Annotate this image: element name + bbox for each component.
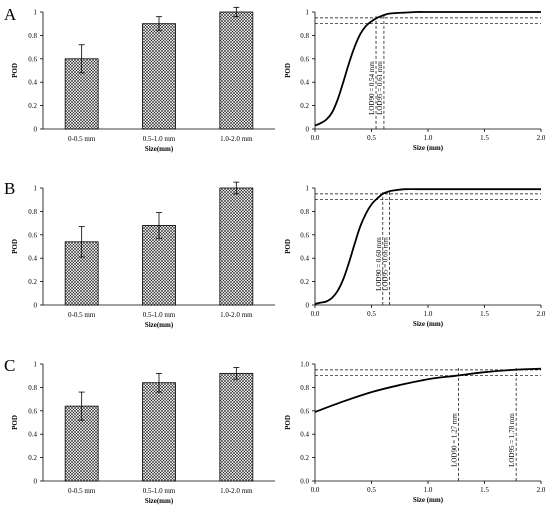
bar-chart: 0 0.2 0.4 0.6 0.8 1 POD 0-0.5 mm 0.5-1.0 mm 1.0-2… xyxy=(11,7,275,153)
curve-y-tick-label: 0.6 xyxy=(300,55,309,63)
bar xyxy=(220,12,253,129)
curve-y-axis-label: POD xyxy=(284,415,292,430)
bar-category-label: 0.5-1.0 mm xyxy=(143,135,176,143)
bar-category-label: 0.5-1.0 mm xyxy=(143,311,176,319)
curve-y-tick-label: 0.4 xyxy=(300,79,309,87)
panel-label: C xyxy=(4,356,15,375)
bar-category-label: 0-0.5 mm xyxy=(68,135,96,143)
curve-y-tick-label: 0.8 xyxy=(300,208,309,216)
bar-y-tick-label: 0.8 xyxy=(28,208,37,216)
panel-a: A 0 0.2 0.4 0.6 0.8 1 POD 0-0.5 mm 0.5-1.0 mm 1.0-… xyxy=(4,5,546,153)
curve-x-tick-label: 1.0 xyxy=(424,310,433,318)
curve-y-tick-label: 0.4 xyxy=(300,255,309,263)
bar-category-label: 1.0-2.0 mm xyxy=(220,135,253,143)
curve-x-tick-label: 1.0 xyxy=(424,486,433,494)
pod-curve-chart: 0.0 0.2 0.4 0.6 0.8 1.0 0.0 0.5 1.0 1.5 2.0 POD Size… xyxy=(284,361,546,505)
curve-x-tick-label: 2.0 xyxy=(537,134,546,142)
panel-b: B 0 0.2 0.4 0.6 0.8 1 POD 0-0.5 mm 0.5-1.0 mm 1.0-… xyxy=(4,179,546,329)
pod-curve xyxy=(315,12,541,126)
curve-x-tick-label: 1.5 xyxy=(480,134,489,142)
lod-marker-label: LOD95 = 0.66 mm xyxy=(382,237,390,291)
curve-y-tick-label: 0.6 xyxy=(300,231,309,239)
bar-y-axis-label: POD xyxy=(11,415,19,430)
bar xyxy=(220,188,253,305)
curve-x-tick-label: 0.0 xyxy=(311,486,320,494)
bar-y-tick-label: 1 xyxy=(34,185,38,193)
bar-category-label: 1.0-2.0 mm xyxy=(220,311,253,319)
panel-label: B xyxy=(4,179,15,198)
curve-y-tick-label: 1.0 xyxy=(300,361,309,369)
pod-curve-chart: 0 0.2 0.4 0.6 0.8 1 0.0 0.5 1.0 1.5 2.0 POD Size (mm… xyxy=(284,185,546,329)
pod-curve-chart: 0 0.2 0.4 0.6 0.8 1 0.0 0.5 1.0 1.5 2.0 POD Size (mm… xyxy=(284,9,546,153)
curve-y-tick-label: 0.6 xyxy=(300,407,309,415)
bar-y-tick-label: 0.2 xyxy=(28,454,37,462)
curve-y-tick-label: 1 xyxy=(306,185,310,193)
curve-y-axis-label: POD xyxy=(284,63,292,78)
bar-y-tick-label: 0 xyxy=(34,126,38,134)
bar-category-label: 0.5-1.0 mm xyxy=(143,487,176,495)
curve-y-tick-label: 0.0 xyxy=(300,478,309,486)
curve-x-axis-label: Size (mm) xyxy=(413,144,444,152)
bar xyxy=(143,24,176,129)
lod-marker-label: LOD90 = 1.27 mm xyxy=(451,413,459,467)
panel-c: C 0 0.2 0.4 0.6 0.8 1 POD 0-0.5 mm 0.5-1.0 mm 1.0-… xyxy=(4,356,546,505)
bar-y-tick-label: 0.6 xyxy=(28,231,37,239)
bar-category-label: 0-0.5 mm xyxy=(68,311,96,319)
bar-y-tick-label: 0.6 xyxy=(28,55,37,63)
bar-x-axis-label: Size(mm) xyxy=(145,497,174,505)
curve-x-tick-label: 2.0 xyxy=(537,310,546,318)
bar-y-tick-label: 0 xyxy=(34,478,38,486)
curve-y-axis-label: POD xyxy=(284,239,292,254)
curve-x-tick-label: 0.5 xyxy=(367,310,376,318)
bar-y-tick-label: 0.6 xyxy=(28,407,37,415)
curve-y-tick-label: 0 xyxy=(306,302,310,310)
curve-y-tick-label: 0.2 xyxy=(300,454,309,462)
curve-x-axis-label: Size (mm) xyxy=(413,320,444,328)
curve-x-tick-label: 1.5 xyxy=(480,486,489,494)
curve-y-tick-label: 0.8 xyxy=(300,384,309,392)
lod-marker-label: LOD90 = 0.54 mm xyxy=(368,61,376,115)
bar-category-label: 1.0-2.0 mm xyxy=(220,487,253,495)
bar-y-tick-label: 0 xyxy=(34,302,38,310)
bar-y-axis-label: POD xyxy=(11,63,19,78)
bar-y-axis-label: POD xyxy=(11,239,19,254)
pod-curve xyxy=(315,189,541,304)
curve-y-tick-label: 0.2 xyxy=(300,278,309,286)
bar-chart: 0 0.2 0.4 0.6 0.8 1 POD 0-0.5 mm 0.5-1.0 mm 1.0-2… xyxy=(11,361,275,506)
bar-y-tick-label: 1 xyxy=(34,9,38,17)
pod-curve xyxy=(315,369,541,412)
bar-x-axis-label: Size(mm) xyxy=(145,321,174,329)
curve-x-tick-label: 2.0 xyxy=(537,486,546,494)
curve-y-tick-label: 0.4 xyxy=(300,431,309,439)
bar-category-label: 0-0.5 mm xyxy=(68,487,96,495)
lod-marker-label: LOD95 = 0.61 mm xyxy=(376,61,384,115)
bar xyxy=(143,383,176,481)
curve-x-tick-label: 0.0 xyxy=(311,310,320,318)
curve-y-tick-label: 0.8 xyxy=(300,32,309,40)
curve-y-tick-label: 0.2 xyxy=(300,102,309,110)
bar-y-tick-label: 0.4 xyxy=(28,79,37,87)
bar-y-tick-label: 0.8 xyxy=(28,32,37,40)
bar xyxy=(220,373,253,481)
curve-x-tick-label: 1.0 xyxy=(424,134,433,142)
bar-y-tick-label: 0.2 xyxy=(28,278,37,286)
curve-x-tick-label: 0.5 xyxy=(367,486,376,494)
lod-marker-label: LOD95 = 1.78 mm xyxy=(508,413,516,467)
bar-y-tick-label: 0.4 xyxy=(28,255,37,263)
bar-y-tick-label: 0.2 xyxy=(28,102,37,110)
bar-y-tick-label: 1 xyxy=(34,361,38,369)
bar-y-tick-label: 0.8 xyxy=(28,384,37,392)
bar-x-axis-label: Size(mm) xyxy=(145,145,174,153)
curve-x-tick-label: 0.0 xyxy=(311,134,320,142)
curve-y-tick-label: 0 xyxy=(306,126,310,134)
panel-label: A xyxy=(4,5,17,24)
curve-x-tick-label: 1.5 xyxy=(480,310,489,318)
curve-x-tick-label: 0.5 xyxy=(367,134,376,142)
bar-chart: 0 0.2 0.4 0.6 0.8 1 POD 0-0.5 mm 0.5-1.0 mm 1.0-2… xyxy=(11,182,275,329)
curve-x-axis-label: Size (mm) xyxy=(413,496,444,504)
bar-y-tick-label: 0.4 xyxy=(28,431,37,439)
curve-y-tick-label: 1 xyxy=(306,9,310,17)
